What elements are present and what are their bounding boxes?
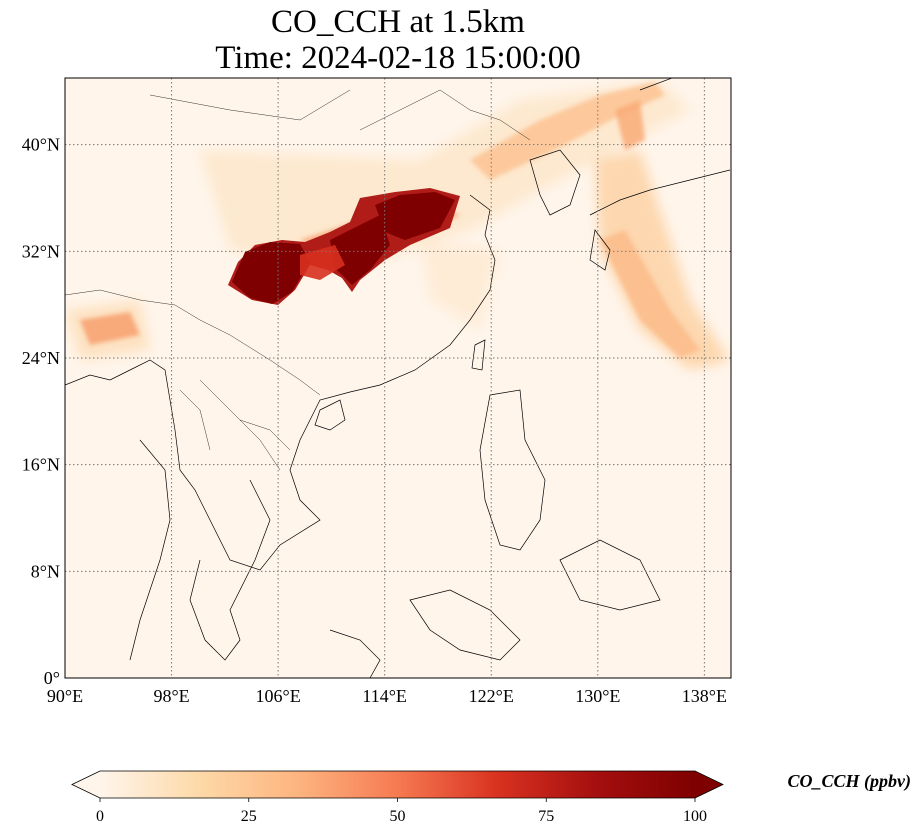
coastlines — [65, 78, 731, 678]
lon-tick-label: 114°E — [362, 686, 407, 706]
plot-title: CO_CCH at 1.5km — [271, 4, 525, 40]
high-concentration-band — [228, 188, 460, 305]
map-frame — [64, 77, 732, 679]
lon-tick-label: 122°E — [469, 686, 514, 706]
map-panel: 90°E 98°E 106°E 114°E 122°E 130°E 138°E 0° 8°N 1… — [22, 77, 732, 706]
lon-tick-label: 106°E — [256, 686, 301, 706]
lat-tick-label: 16°N — [22, 455, 60, 475]
longitude-axis: 90°E 98°E 106°E 114°E 122°E 130°E 138°E — [47, 686, 727, 706]
colorbar-tick-label: 75 — [538, 808, 554, 825]
colorbar-label: CO_CCH (ppbv) — [788, 771, 912, 792]
lon-tick-label: 98°E — [153, 686, 189, 706]
colorbar-tick-label: 50 — [390, 808, 406, 825]
lon-tick-label: 130°E — [575, 686, 620, 706]
colorbar-over-arrow — [695, 771, 723, 798]
lat-tick-label: 0° — [44, 668, 60, 688]
lat-tick-label: 32°N — [22, 241, 60, 261]
colorbar-gradient — [100, 771, 695, 798]
colorbar-tick-label: 100 — [683, 808, 707, 825]
colorbar-ticks: 0 25 50 75 100 — [96, 798, 707, 825]
lat-tick-label: 24°N — [22, 348, 60, 368]
country-borders — [65, 89, 531, 471]
lon-tick-label: 90°E — [47, 686, 83, 706]
colorbar: 0 25 50 75 100 CO_CCH (ppbv) — [71, 770, 912, 825]
lon-tick-label: 138°E — [682, 686, 727, 706]
colorbar-tick-label: 25 — [241, 808, 257, 825]
colorbar-tick-label: 0 — [96, 808, 104, 825]
gridlines — [65, 78, 731, 678]
latitude-axis: 0° 8°N 16°N 24°N 32°N 40°N — [22, 135, 60, 688]
colorbar-under-arrow — [72, 771, 100, 798]
plot-subtitle: Time: 2024-02-18 15:00:00 — [215, 40, 581, 76]
concentration-field — [65, 80, 730, 370]
lat-tick-label: 8°N — [31, 561, 60, 581]
lat-tick-label: 40°N — [22, 135, 60, 155]
